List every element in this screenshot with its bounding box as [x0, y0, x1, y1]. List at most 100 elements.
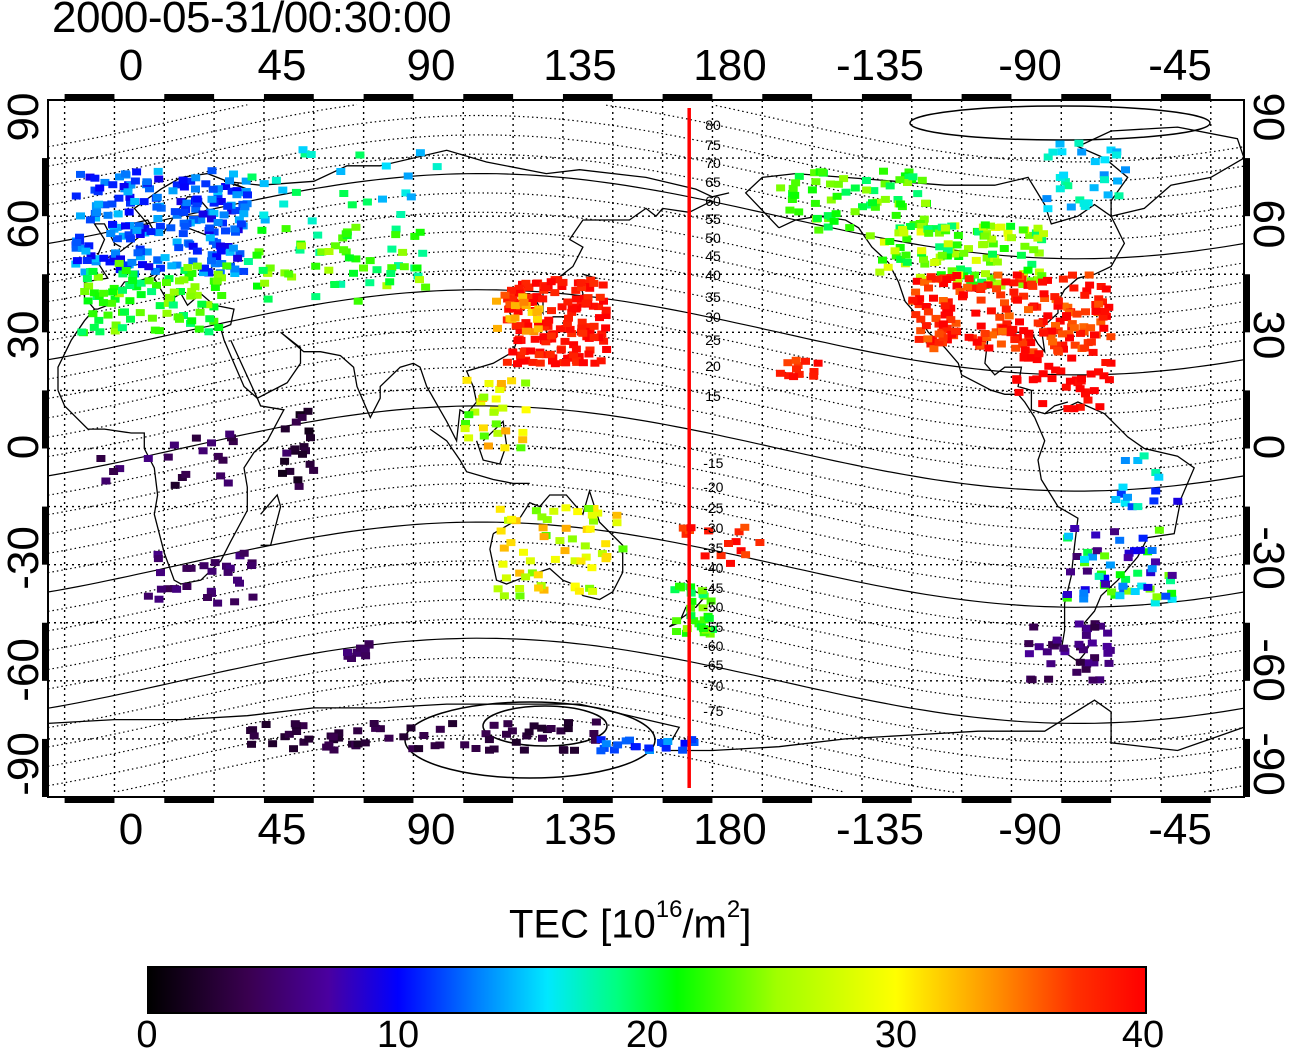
tec-data-cell	[930, 259, 940, 266]
tec-data-cell	[169, 441, 179, 449]
tec-data-cell	[507, 515, 517, 523]
tec-data-cell	[917, 247, 927, 255]
tec-data-cell	[590, 359, 600, 367]
tec-data-cell	[156, 569, 165, 577]
tec-data-cell	[88, 267, 98, 275]
tec-data-cell	[1083, 625, 1092, 633]
tec-data-cell	[923, 335, 933, 343]
tec-data-cell	[826, 180, 835, 188]
tec-data-cell	[406, 193, 416, 201]
tec-data-cell	[142, 178, 152, 186]
tec-data-cell	[699, 625, 709, 633]
tec-data-cell	[153, 550, 163, 558]
tec-data-cell	[826, 196, 836, 204]
tec-data-cell	[589, 730, 599, 737]
tec-data-cell	[387, 245, 397, 253]
tec-data-cell	[280, 457, 290, 465]
tec-data-cell	[601, 555, 611, 563]
tec-data-cell	[1074, 139, 1084, 147]
tec-data-cell	[71, 244, 81, 252]
tec-data-cell	[594, 303, 604, 311]
tec-data-cell	[1139, 452, 1149, 460]
tec-data-cell	[298, 146, 308, 154]
tec-data-cell	[601, 306, 611, 314]
tec-data-cell	[1081, 390, 1090, 398]
tec-data-cell	[107, 299, 117, 307]
tec-data-cell	[644, 744, 654, 752]
frame-band-top	[1160, 94, 1211, 100]
tec-data-cell	[875, 268, 885, 276]
tec-data-cell	[567, 304, 577, 312]
tec-data-cell	[127, 258, 137, 266]
frame-band-bottom	[1061, 797, 1112, 803]
tec-data-cell	[221, 183, 231, 190]
tec-data-cell	[1009, 288, 1019, 296]
tec-data-cell	[1004, 312, 1014, 320]
top-x-tick-minus45: -45	[1148, 41, 1212, 90]
tec-data-cell	[94, 200, 104, 208]
tec-data-cell	[80, 268, 90, 276]
tec-data-cell	[1167, 571, 1177, 579]
tec-data-cell	[539, 533, 549, 541]
tec-data-cell	[1065, 334, 1074, 342]
tec-data-cell	[1064, 532, 1074, 540]
tec-data-cell	[233, 576, 242, 584]
tec-data-cell	[1033, 319, 1043, 327]
tec-data-cell	[172, 211, 182, 219]
tec-data-cell	[109, 468, 119, 475]
tec-data-cell	[593, 509, 603, 517]
tec-data-cell	[511, 738, 521, 746]
tec-data-cell	[724, 540, 733, 547]
tec-data-cell	[591, 718, 601, 726]
tec-data-cell	[123, 188, 133, 196]
tec-data-cell	[971, 309, 981, 317]
tec-data-cell	[1000, 299, 1009, 307]
colorbar-title-unit-exponent: 2	[726, 896, 741, 923]
tec-data-cell	[570, 582, 580, 590]
tec-data-cell	[279, 200, 289, 208]
tec-data-cell	[209, 303, 219, 311]
tec-data-cell	[115, 465, 125, 473]
tec-data-cell	[223, 568, 233, 576]
tec-data-cell	[134, 222, 144, 230]
tec-data-cell	[916, 327, 926, 335]
tec-data-cell	[931, 275, 941, 283]
tec-data-cell	[1034, 249, 1044, 257]
contour-label-south: -60	[703, 638, 723, 654]
tec-data-cell	[1090, 331, 1099, 339]
tec-data-cell	[776, 184, 786, 192]
tec-data-cell	[168, 301, 178, 309]
tec-data-cell	[503, 295, 513, 303]
tec-data-cell	[950, 250, 959, 258]
tec-data-cell	[1104, 376, 1114, 384]
tec-data-cell	[1154, 526, 1164, 534]
tec-data-cell	[299, 443, 309, 451]
tec-data-cell	[584, 350, 594, 358]
tec-data-cell	[943, 240, 953, 248]
top-x-tick-180: 180	[693, 41, 767, 90]
tec-data-cell	[539, 333, 549, 341]
tec-data-cell	[399, 263, 409, 271]
magnetic-latitude-contour	[47, 715, 1245, 793]
tec-data-cell	[1046, 333, 1056, 340]
tec-data-cell	[207, 215, 216, 223]
contour-label-north: 20	[705, 358, 721, 374]
tec-data-cell	[585, 525, 595, 533]
tec-data-cell	[598, 281, 608, 289]
tec-data-cell	[896, 255, 906, 263]
tec-data-cell	[89, 289, 99, 297]
tec-data-cell	[1074, 620, 1084, 628]
tec-data-cell	[953, 231, 963, 239]
tec-data-cell	[916, 228, 926, 236]
tec-data-cell	[787, 196, 797, 203]
tec-data-cell	[599, 337, 609, 345]
tec-data-cell	[155, 302, 165, 310]
tec-data-cell	[153, 167, 163, 175]
tec-data-cell	[940, 311, 950, 319]
tec-data-cell	[109, 255, 119, 263]
tec-data-cell	[1080, 344, 1090, 352]
tec-data-cell	[213, 219, 223, 226]
magnetic-latitude-contour	[47, 308, 1245, 395]
tec-data-cell	[672, 617, 682, 625]
tec-data-cell	[1019, 292, 1029, 300]
